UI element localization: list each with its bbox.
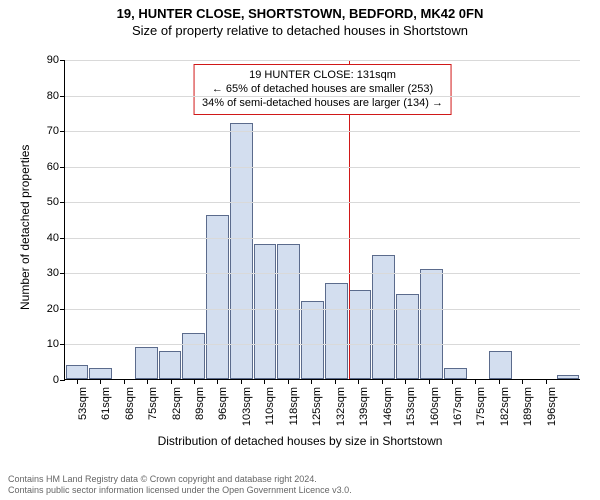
x-tick: 103sqm	[229, 379, 252, 429]
histogram-bar	[444, 368, 467, 379]
x-tick-label: 125sqm	[311, 387, 323, 426]
attribution-line-2: Contains public sector information licen…	[8, 485, 352, 496]
histogram-bar	[325, 283, 348, 379]
annotation-box: 19 HUNTER CLOSE: 131sqm← 65% of detached…	[193, 64, 452, 115]
y-tick-label: 80	[47, 90, 65, 102]
y-tick-label: 20	[47, 303, 65, 315]
x-tick: 75sqm	[135, 379, 158, 429]
x-axis-label: Distribution of detached houses by size …	[0, 434, 600, 448]
histogram-bar	[206, 215, 229, 379]
histogram-bar	[301, 301, 324, 379]
x-tick: 182sqm	[487, 379, 510, 429]
chart-title-sub: Size of property relative to detached ho…	[0, 21, 600, 38]
x-tick: 82sqm	[159, 379, 182, 429]
x-tick-label: 89sqm	[194, 387, 206, 420]
grid-line	[65, 60, 580, 61]
x-tick-label: 103sqm	[241, 387, 253, 426]
x-tick: 167sqm	[440, 379, 463, 429]
grid-line	[65, 167, 580, 168]
plot-area: 53sqm61sqm68sqm75sqm82sqm89sqm96sqm103sq…	[64, 60, 580, 380]
x-tick-label: 196sqm	[546, 387, 558, 426]
y-tick-label: 30	[47, 267, 65, 279]
grid-line	[65, 131, 580, 132]
x-tick-label: 118sqm	[288, 387, 300, 425]
x-tick-label: 132sqm	[335, 387, 347, 426]
x-tick-label: 146sqm	[382, 387, 394, 426]
x-tick: 89sqm	[182, 379, 205, 429]
y-tick-label: 70	[47, 125, 65, 137]
x-tick-label: 139sqm	[358, 387, 370, 426]
x-tick: 189sqm	[511, 379, 534, 429]
y-axis-label: Number of detached properties	[18, 144, 32, 309]
annotation-line: 19 HUNTER CLOSE: 131sqm	[202, 69, 443, 83]
y-tick-label: 90	[47, 54, 65, 66]
x-tick-label: 68sqm	[124, 387, 136, 420]
grid-line	[65, 344, 580, 345]
x-tick-label: 75sqm	[147, 387, 159, 420]
x-tick: 153sqm	[393, 379, 416, 429]
grid-line	[65, 273, 580, 274]
histogram-bar	[277, 244, 300, 379]
x-tick: 139sqm	[346, 379, 369, 429]
y-tick-label: 60	[47, 161, 65, 173]
x-tick: 110sqm	[253, 379, 276, 429]
x-tick: 118sqm	[276, 379, 299, 429]
grid-line	[65, 238, 580, 239]
x-tick: 132sqm	[323, 379, 346, 429]
histogram-bar	[420, 269, 443, 379]
histogram-bar	[396, 294, 419, 379]
x-tick: 68sqm	[112, 379, 135, 429]
grid-line	[65, 202, 580, 203]
annotation-line: ← 65% of detached houses are smaller (25…	[202, 83, 443, 97]
x-tick: 160sqm	[417, 379, 440, 429]
histogram-bar	[66, 365, 89, 379]
x-tick-label: 160sqm	[429, 387, 441, 426]
x-tick-label: 175sqm	[475, 387, 487, 426]
y-tick-label: 50	[47, 196, 65, 208]
x-tick-label: 110sqm	[264, 387, 276, 425]
histogram-bar	[135, 347, 158, 379]
attribution-line-1: Contains HM Land Registry data © Crown c…	[8, 474, 352, 485]
histogram-bar	[182, 333, 205, 379]
x-tick-label: 189sqm	[522, 387, 534, 426]
y-tick-label: 0	[53, 374, 65, 386]
histogram-bar	[89, 368, 112, 379]
x-tick-label: 153sqm	[405, 387, 417, 426]
attribution-text: Contains HM Land Registry data © Crown c…	[0, 474, 352, 496]
y-tick-label: 10	[47, 338, 65, 350]
histogram-chart: 19, HUNTER CLOSE, SHORTSTOWN, BEDFORD, M…	[0, 0, 600, 500]
x-tick: 125sqm	[300, 379, 323, 429]
histogram-bar	[254, 244, 277, 379]
x-tick-label: 182sqm	[499, 387, 511, 426]
x-tick-label: 167sqm	[452, 387, 464, 426]
x-tick: 61sqm	[88, 379, 111, 429]
histogram-bar	[159, 351, 182, 379]
grid-line	[65, 96, 580, 97]
annotation-line: 34% of semi-detached houses are larger (…	[202, 97, 443, 111]
x-tick-label: 61sqm	[100, 387, 112, 420]
x-tick: 146sqm	[370, 379, 393, 429]
histogram-bar	[489, 351, 512, 379]
chart-title-main: 19, HUNTER CLOSE, SHORTSTOWN, BEDFORD, M…	[0, 0, 600, 21]
x-tick-label: 96sqm	[217, 387, 229, 420]
grid-line	[65, 309, 580, 310]
x-tick: 96sqm	[206, 379, 229, 429]
x-tick: 196sqm	[534, 379, 557, 429]
y-tick-label: 40	[47, 232, 65, 244]
x-ticks: 53sqm 61sqm 68sqm 75sqm 82sqm 89sqm 96sqm 103sq…	[65, 379, 580, 429]
histogram-bar	[230, 123, 253, 379]
histogram-bar	[349, 290, 372, 379]
x-tick-label: 53sqm	[77, 387, 89, 420]
x-tick: 53sqm	[65, 379, 88, 429]
x-tick: 175sqm	[464, 379, 487, 429]
x-tick-label: 82sqm	[171, 387, 183, 420]
